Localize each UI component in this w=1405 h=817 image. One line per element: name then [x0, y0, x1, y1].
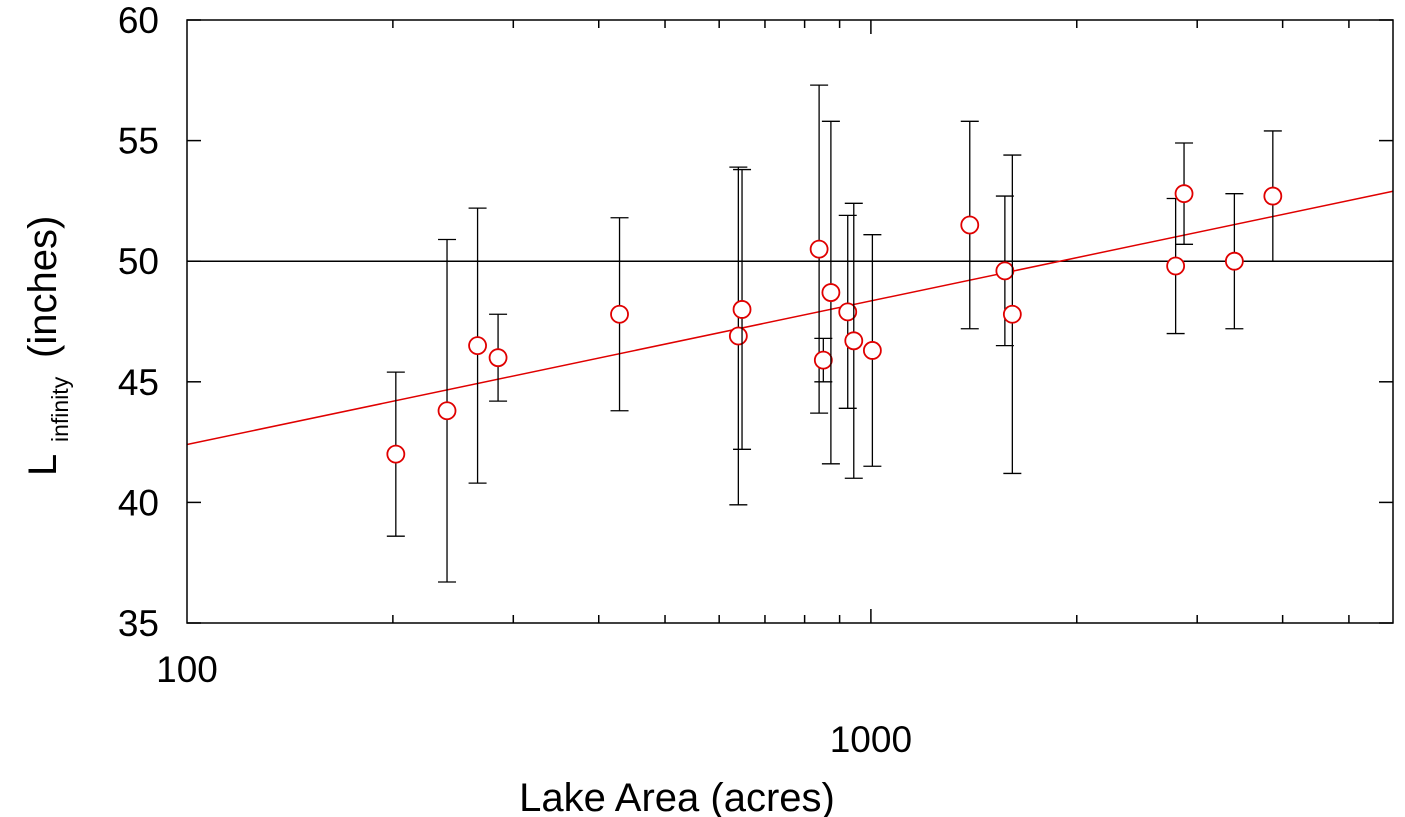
axis-ticks [187, 19, 1393, 624]
point-marker [1263, 186, 1283, 206]
point-marker [1002, 304, 1022, 324]
plot-content [186, 84, 1394, 583]
point-marker [838, 302, 858, 322]
plot-frame [186, 19, 1394, 624]
point-marker [1166, 256, 1186, 276]
y-tick-label: 45 [118, 362, 159, 403]
point-marker [437, 401, 457, 421]
y-tick-label: 50 [118, 241, 159, 282]
y-axis-title-subscript: infinity [47, 376, 73, 442]
y-tick-labels: 35 40 45 50 55 60 [118, 0, 159, 644]
y-tick-label: 40 [118, 482, 159, 523]
point-marker [821, 283, 841, 302]
point-marker [960, 215, 980, 235]
data-point [1174, 142, 1194, 245]
data-point [728, 166, 748, 506]
point-marker [732, 300, 752, 319]
y-tick-label: 55 [118, 121, 159, 162]
data-point [1224, 193, 1244, 330]
y-axis-title-main: L [21, 454, 65, 476]
point-marker [386, 444, 406, 464]
y-axis-title: L infinity (inches) [21, 216, 73, 476]
y-axis-title-tail: (inches) [21, 216, 65, 358]
data-point [1002, 154, 1022, 475]
data-point [468, 207, 487, 484]
point-marker [813, 350, 833, 370]
data-point [1263, 130, 1283, 262]
point-marker [1174, 184, 1194, 204]
data-point [862, 234, 882, 467]
data-point [844, 202, 864, 479]
y-tick-label: 60 [118, 0, 159, 41]
point-marker [1224, 251, 1244, 271]
data-point [732, 168, 752, 450]
data-point [960, 120, 980, 330]
data-point [610, 217, 629, 412]
y-tick-label: 35 [118, 603, 159, 644]
x-tick-label: 1000 [830, 719, 912, 760]
point-marker [809, 239, 829, 259]
data-point [838, 214, 858, 409]
data-point [1166, 197, 1186, 335]
x-axis-title: Lake Area (acres) [519, 776, 835, 817]
data-point [995, 195, 1015, 347]
point-marker [995, 261, 1015, 281]
point-marker [862, 341, 882, 360]
x-tick-label: 100 [156, 649, 218, 690]
data-point [821, 120, 841, 465]
data-point [488, 313, 508, 402]
point-marker [844, 331, 864, 351]
x-tick-labels: 100 1000 [156, 649, 912, 760]
data-point [437, 238, 457, 583]
point-marker [468, 336, 487, 356]
point-marker [610, 304, 629, 324]
data-point [386, 371, 406, 537]
fit-line [186, 190, 1394, 446]
point-marker [488, 348, 508, 368]
point-marker [728, 326, 748, 346]
data-point [813, 337, 833, 383]
